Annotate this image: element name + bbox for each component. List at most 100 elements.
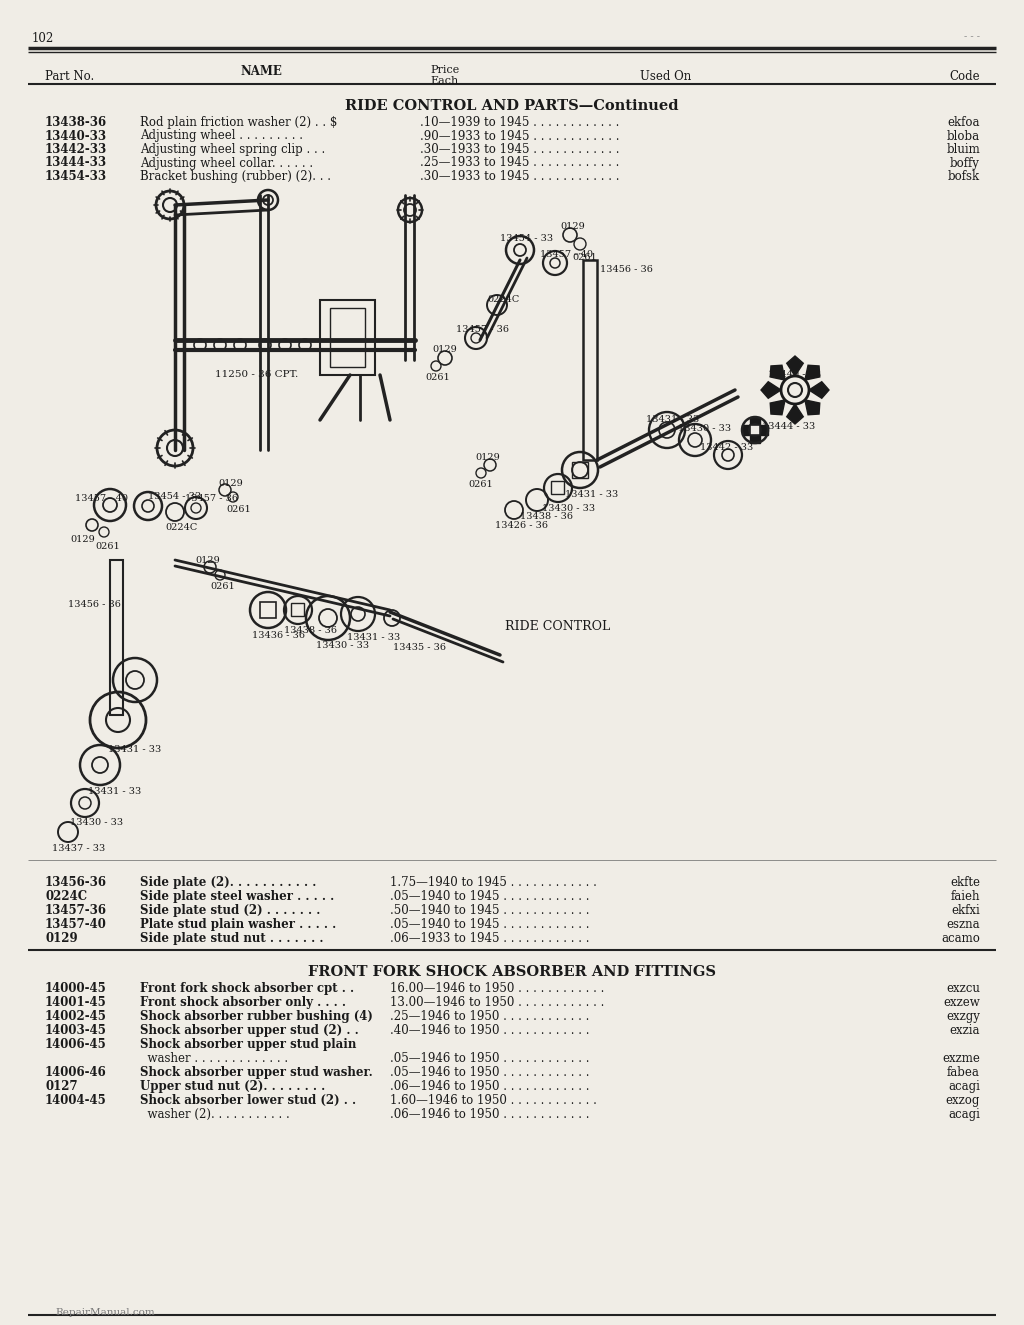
Text: acagi: acagi [948, 1108, 980, 1121]
Text: .05—1946 to 1950 . . . . . . . . . . . .: .05—1946 to 1950 . . . . . . . . . . . . [390, 1067, 590, 1079]
Text: 0261: 0261 [226, 505, 251, 514]
Text: faieh: faieh [950, 890, 980, 904]
Text: 0261: 0261 [95, 542, 120, 551]
Text: Upper stud nut (2). . . . . . . .: Upper stud nut (2). . . . . . . . [140, 1080, 326, 1093]
Text: Front fork shock absorber cpt . .: Front fork shock absorber cpt . . [140, 982, 354, 995]
Text: Side plate (2). . . . . . . . . . .: Side plate (2). . . . . . . . . . . [140, 876, 316, 889]
Bar [330, 307, 365, 367]
Text: FRONT FORK SHOCK ABSORBER AND FITTINGS: FRONT FORK SHOCK ABSORBER AND FITTINGS [308, 965, 716, 979]
Text: 13444-33: 13444-33 [45, 156, 108, 170]
Bar [572, 462, 588, 478]
Text: eszna: eszna [946, 918, 980, 931]
Text: 14000-45: 14000-45 [45, 982, 106, 995]
Text: 13430 - 33: 13430 - 33 [70, 818, 123, 827]
Text: 1.75—1940 to 1945 . . . . . . . . . . . .: 1.75—1940 to 1945 . . . . . . . . . . . … [390, 876, 597, 889]
Text: Shock absorber upper stud washer.: Shock absorber upper stud washer. [140, 1067, 373, 1079]
Text: ekfte: ekfte [950, 876, 980, 889]
Text: bofsk: bofsk [948, 170, 980, 183]
Text: 0129: 0129 [475, 453, 500, 462]
Text: Side plate steel washer . . . . .: Side plate steel washer . . . . . [140, 890, 334, 904]
Text: 0224C: 0224C [487, 295, 519, 303]
Text: .05—1940 to 1945 . . . . . . . . . . . .: .05—1940 to 1945 . . . . . . . . . . . . [390, 890, 590, 904]
Polygon shape [805, 400, 820, 415]
Text: RIDE CONTROL AND PARTS—Continued: RIDE CONTROL AND PARTS—Continued [345, 99, 679, 113]
Text: - - -: - - - [964, 32, 980, 41]
Text: Price: Price [430, 65, 459, 76]
Text: .06—1946 to 1950 . . . . . . . . . . . .: .06—1946 to 1950 . . . . . . . . . . . . [390, 1108, 590, 1121]
Text: RIDE CONTROL: RIDE CONTROL [505, 620, 610, 633]
Text: 0129: 0129 [45, 931, 78, 945]
Text: 13431 - 33: 13431 - 33 [565, 490, 618, 500]
Text: bluim: bluim [946, 143, 980, 156]
Text: Code: Code [949, 70, 980, 83]
Polygon shape [809, 382, 829, 399]
Text: 13456 - 36: 13456 - 36 [68, 600, 121, 610]
Circle shape [781, 376, 809, 404]
Bar [260, 602, 276, 617]
Text: 1.60—1946 to 1950 . . . . . . . . . . . .: 1.60—1946 to 1950 . . . . . . . . . . . … [390, 1094, 597, 1106]
Text: 14002-45: 14002-45 [45, 1010, 106, 1023]
Text: 13435 - 36: 13435 - 36 [393, 643, 446, 652]
Polygon shape [786, 356, 803, 376]
Text: Front shock absorber only . . . .: Front shock absorber only . . . . [140, 996, 346, 1010]
Text: 14006-45: 14006-45 [45, 1037, 106, 1051]
Text: 0129: 0129 [218, 480, 243, 488]
Text: 13456-36: 13456-36 [45, 876, 106, 889]
Text: Used On: Used On [640, 70, 691, 83]
Text: .05—1946 to 1950 . . . . . . . . . . . .: .05—1946 to 1950 . . . . . . . . . . . . [390, 1052, 590, 1065]
Text: 13457 - 40: 13457 - 40 [540, 250, 593, 258]
Text: 0129: 0129 [560, 223, 585, 231]
Text: 13457 - 40: 13457 - 40 [75, 494, 128, 504]
Bar [750, 433, 760, 443]
Text: .30—1933 to 1945 . . . . . . . . . . . .: .30—1933 to 1945 . . . . . . . . . . . . [420, 143, 620, 156]
Text: 13457-40: 13457-40 [45, 918, 106, 931]
Bar [758, 425, 768, 435]
Text: ekfoa: ekfoa [947, 117, 980, 129]
Text: Shock absorber upper stud plain: Shock absorber upper stud plain [140, 1037, 356, 1051]
Text: 14004-45: 14004-45 [45, 1094, 106, 1106]
Text: Adjusting wheel . . . . . . . . .: Adjusting wheel . . . . . . . . . [140, 130, 303, 143]
Text: 14006-46: 14006-46 [45, 1067, 106, 1079]
Text: 0261: 0261 [425, 374, 450, 382]
Text: .90—1933 to 1945 . . . . . . . . . . . .: .90—1933 to 1945 . . . . . . . . . . . . [420, 130, 620, 143]
Text: Side plate stud nut . . . . . . .: Side plate stud nut . . . . . . . [140, 931, 324, 945]
Text: 13431 - 33: 13431 - 33 [347, 633, 400, 643]
Text: 13442-33: 13442-33 [45, 143, 108, 156]
Text: 0261: 0261 [210, 582, 234, 591]
Text: boffy: boffy [950, 156, 980, 170]
Text: 13431 - 33: 13431 - 33 [108, 745, 161, 754]
Text: exzgy: exzgy [946, 1010, 980, 1023]
Bar [551, 481, 564, 494]
Text: .10—1939 to 1945 . . . . . . . . . . . .: .10—1939 to 1945 . . . . . . . . . . . . [420, 117, 620, 129]
Text: .25—1933 to 1945 . . . . . . . . . . . .: .25—1933 to 1945 . . . . . . . . . . . . [420, 156, 620, 170]
Text: Shock absorber lower stud (2) . .: Shock absorber lower stud (2) . . [140, 1094, 356, 1106]
Bar [750, 425, 760, 435]
Text: .50—1940 to 1945 . . . . . . . . . . . .: .50—1940 to 1945 . . . . . . . . . . . . [390, 904, 590, 917]
Text: exzcu: exzcu [946, 982, 980, 995]
Text: 0129: 0129 [70, 535, 95, 545]
Text: .25—1946 to 1950 . . . . . . . . . . . .: .25—1946 to 1950 . . . . . . . . . . . . [390, 1010, 590, 1023]
Bar [742, 425, 752, 435]
Text: Plate stud plain washer . . . . .: Plate stud plain washer . . . . . [140, 918, 336, 931]
Text: 13442 - 33: 13442 - 33 [700, 443, 754, 452]
Text: 13437 - 33: 13437 - 33 [52, 844, 105, 853]
Text: 13454 - 33: 13454 - 33 [500, 235, 553, 242]
Text: Shock absorber upper stud (2) . .: Shock absorber upper stud (2) . . [140, 1024, 358, 1037]
Text: Part No.: Part No. [45, 70, 94, 83]
Text: bloba: bloba [947, 130, 980, 143]
Text: 0224C: 0224C [165, 523, 198, 533]
Text: 16.00—1946 to 1950 . . . . . . . . . . . .: 16.00—1946 to 1950 . . . . . . . . . . .… [390, 982, 604, 995]
Text: 0224C: 0224C [45, 890, 87, 904]
Text: 0261: 0261 [468, 480, 493, 489]
Text: washer (2). . . . . . . . . . .: washer (2). . . . . . . . . . . [140, 1108, 290, 1121]
Text: Adjusting wheel spring clip . . .: Adjusting wheel spring clip . . . [140, 143, 326, 156]
Text: 13436 - 36: 13436 - 36 [252, 631, 305, 640]
Text: 13.00—1946 to 1950 . . . . . . . . . . . .: 13.00—1946 to 1950 . . . . . . . . . . .… [390, 996, 604, 1010]
Text: 13457 - 36: 13457 - 36 [185, 494, 238, 504]
Text: Adjusting wheel collar. . . . . .: Adjusting wheel collar. . . . . . [140, 156, 313, 170]
Text: exzia: exzia [949, 1024, 980, 1037]
Bar [291, 603, 304, 616]
Polygon shape [786, 404, 803, 424]
Text: 13431 - 33: 13431 - 33 [646, 415, 699, 424]
Text: 13430 - 33: 13430 - 33 [316, 641, 369, 651]
